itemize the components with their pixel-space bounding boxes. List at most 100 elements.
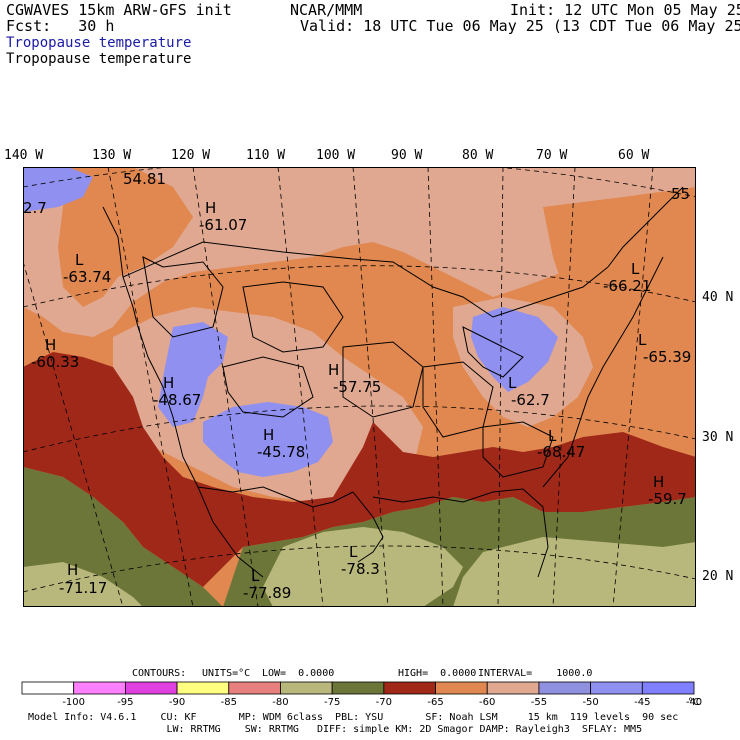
lon-label-120w: 120 W bbox=[171, 148, 211, 163]
extremum-marker: L bbox=[548, 427, 557, 445]
colorbar-tick-label: -60 bbox=[479, 697, 495, 708]
lon-label-90w: 90 W bbox=[391, 148, 423, 163]
model-title: CGWAVES 15km ARW-GFS init bbox=[6, 1, 232, 19]
lat-lon-grid bbox=[23, 167, 696, 607]
extremum-marker: L bbox=[638, 331, 647, 349]
color-swatch bbox=[228, 681, 281, 695]
color-swatch bbox=[176, 681, 230, 695]
colorbar-tick-label: -100 bbox=[62, 697, 85, 708]
field-region-lavender-south-central bbox=[203, 402, 333, 477]
colorbar-tick-label: -50 bbox=[582, 697, 598, 708]
lat-label-40n: 40 N bbox=[702, 290, 734, 305]
colorbar-tick-label: -80 bbox=[272, 697, 288, 708]
valid-time: Valid: 18 UTC Tue 06 May 25 (13 CDT Tue … bbox=[300, 17, 740, 35]
color-swatch bbox=[590, 681, 643, 695]
color-swatch bbox=[124, 681, 178, 695]
color-legend: -100 -95 -90 -85 -80 -75 -70 -65 -60 -55 -50 -45 -40… bbox=[21, 681, 702, 708]
extremum-marker: H bbox=[328, 361, 339, 379]
colorbar-tick-label: -75 bbox=[324, 697, 340, 708]
lon-label-60w: 60 W bbox=[618, 148, 650, 163]
model-info-line2: LW: RRTMG SW: RRTMG DIFF: simple KM: 2D … bbox=[28, 724, 643, 735]
tropopause-temperature-map: H -61.07 L -63.74 H -60.33 H -48.67 H -4… bbox=[23, 167, 696, 607]
color-swatch bbox=[486, 681, 540, 695]
color-swatch bbox=[641, 681, 695, 695]
field-region-khaki-sw bbox=[23, 562, 143, 607]
extremum-value: -48.67 bbox=[153, 391, 201, 409]
field-region-lavender-west bbox=[158, 322, 228, 427]
field-title-blue: Tropopause temperature bbox=[6, 35, 192, 51]
extremum-marker: H bbox=[67, 561, 78, 579]
extremum-marker: L bbox=[631, 260, 640, 278]
extremum-value: -77.89 bbox=[243, 584, 291, 602]
lon-label-80w: 80 W bbox=[462, 148, 494, 163]
coastlines-and-borders bbox=[102, 186, 684, 578]
field-region-khaki-gulf bbox=[263, 527, 463, 607]
field-region-light-salmon-north bbox=[23, 167, 696, 337]
colorbar-tick-label: -45 bbox=[634, 697, 650, 708]
lat-label-20n: 20 N bbox=[702, 569, 734, 584]
extremum-marker: L bbox=[349, 543, 358, 561]
colorbar-tick-label: -90 bbox=[169, 697, 185, 708]
color-swatch bbox=[280, 681, 333, 695]
contours-units: UNITS=°C bbox=[202, 668, 251, 679]
extremum-value: -78.3 bbox=[341, 560, 380, 578]
extremum-marker: L bbox=[251, 567, 260, 585]
colorbar-tick-label: -65 bbox=[427, 697, 443, 708]
org-label: NCAR/MMM bbox=[290, 1, 363, 19]
extremum-marker: L bbox=[75, 251, 84, 269]
model-info-line1: Model Info: V4.6.1 CU: KF MP: WDM 6class… bbox=[28, 712, 679, 723]
contours-low: LOW= 0.0000 bbox=[262, 668, 335, 679]
extremum-value: -71.17 bbox=[59, 579, 107, 597]
extremum-value: -62.7 bbox=[511, 391, 550, 409]
extremum-value: -61.07 bbox=[199, 216, 247, 234]
field-region-lavender-east bbox=[471, 307, 558, 392]
extremum-value: -60.33 bbox=[31, 353, 79, 371]
colorbar-tick-label: -40 bbox=[686, 697, 702, 708]
color-swatch bbox=[331, 681, 385, 695]
field-region-orange-northwest bbox=[58, 167, 193, 307]
extremum-value: -65.39 bbox=[643, 348, 691, 366]
contours-label: CONTOURS: bbox=[132, 668, 187, 679]
lon-label-110w: 110 W bbox=[246, 148, 286, 163]
extremum-value: -59.7 bbox=[648, 490, 687, 508]
field-region-orange-east bbox=[543, 187, 696, 347]
colorbar-unit-label: °C bbox=[688, 697, 700, 708]
extremum-value: 54.81 bbox=[123, 170, 166, 188]
colorbar-tick-label: -85 bbox=[221, 697, 237, 708]
contours-high: HIGH= 0.0000 bbox=[398, 668, 477, 679]
map-frame bbox=[23, 167, 696, 607]
extremum-value: 2.7 bbox=[23, 199, 47, 217]
color-swatch bbox=[435, 681, 488, 695]
color-swatch bbox=[21, 681, 75, 695]
lat-label-30n: 30 N bbox=[702, 430, 734, 445]
colorbar-tick-label: -55 bbox=[531, 697, 547, 708]
extremum-marker: H bbox=[45, 336, 56, 354]
lon-label-130w: 130 W bbox=[92, 148, 132, 163]
extremum-value: -57.75 bbox=[333, 378, 381, 396]
colorbar-tick-label: -95 bbox=[117, 697, 133, 708]
extremum-marker: L bbox=[508, 374, 517, 392]
color-swatch bbox=[383, 681, 436, 695]
lon-label-140w: 140 W bbox=[4, 148, 44, 163]
color-swatch bbox=[73, 681, 126, 695]
extremum-value: -68.47 bbox=[537, 443, 585, 461]
extremum-value: 55 bbox=[671, 185, 690, 203]
extremum-marker: H bbox=[163, 374, 174, 392]
field-region-dark-red-band bbox=[23, 352, 696, 587]
color-swatch bbox=[538, 681, 592, 695]
extremum-value: -66.21 bbox=[603, 277, 651, 295]
extremum-value: -45.78 bbox=[257, 443, 305, 461]
field-title: Tropopause temperature bbox=[6, 51, 192, 67]
extremum-marker: H bbox=[653, 473, 664, 491]
lon-label-70w: 70 W bbox=[536, 148, 568, 163]
lon-label-100w: 100 W bbox=[316, 148, 356, 163]
extremum-marker: H bbox=[263, 426, 274, 444]
contours-interval: INTERVAL= 1000.0 bbox=[478, 668, 593, 679]
colorbar-tick-label: -70 bbox=[376, 697, 392, 708]
field-region-lavender-nw-corner bbox=[23, 167, 93, 212]
forecast-hour: Fcst: 30 h bbox=[6, 17, 115, 35]
init-time: Init: 12 UTC Mon 05 May 25 bbox=[510, 1, 740, 19]
extremum-value: -63.74 bbox=[63, 268, 111, 286]
extremum-marker: H bbox=[205, 199, 216, 217]
field-region-khaki-caribbean bbox=[453, 537, 696, 607]
